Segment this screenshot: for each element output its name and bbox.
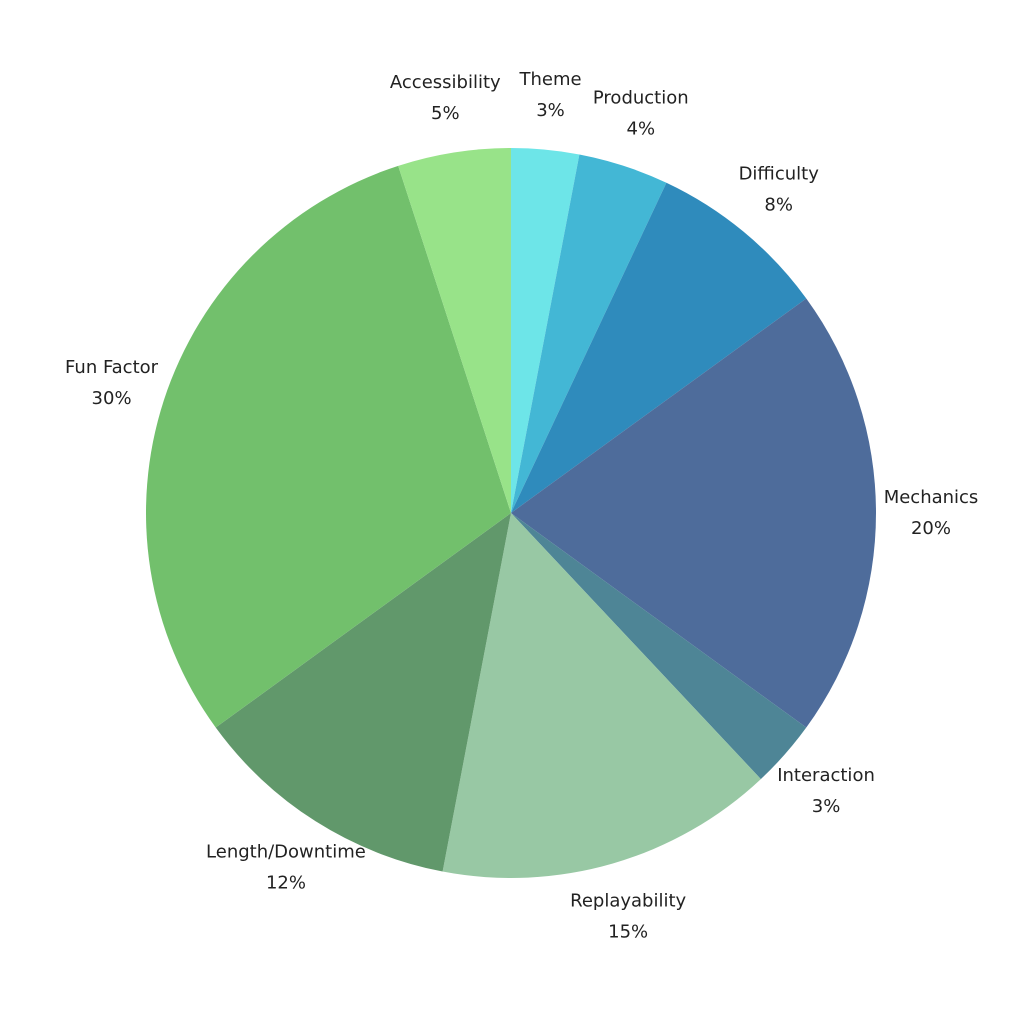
slice-value-label: 30%: [92, 388, 132, 409]
slice-label: Length/Downtime: [206, 842, 366, 863]
slice-value-label: 5%: [431, 103, 460, 124]
slice-label: Fun Factor: [65, 357, 159, 378]
slice-label: Mechanics: [884, 487, 979, 508]
slice-label: Production: [593, 88, 689, 109]
pie-slice: [511, 148, 580, 513]
slice-value-label: 3%: [536, 100, 565, 121]
pie-slice: [511, 182, 807, 513]
slice-value-label: 12%: [266, 873, 306, 894]
slice-value-label: 4%: [627, 119, 656, 140]
slice-label: Accessibility: [390, 72, 501, 93]
pie-slice: [145, 165, 511, 728]
slice-label: Interaction: [777, 765, 875, 786]
pie-slice: [511, 154, 667, 513]
pie-slice: [511, 513, 807, 780]
pie-slice: [398, 148, 511, 513]
slice-value-label: 20%: [911, 518, 951, 539]
pie-slice: [215, 513, 511, 872]
slice-value-label: 8%: [764, 194, 793, 215]
slice-label: Theme: [518, 69, 581, 90]
slice-label: Difficulty: [739, 163, 820, 184]
slice-value-label: 15%: [608, 921, 648, 942]
slice-label: Replayability: [570, 890, 686, 911]
slice-value-label: 3%: [812, 796, 841, 817]
pie-slice: [511, 298, 876, 728]
pie-slice: [442, 513, 761, 878]
